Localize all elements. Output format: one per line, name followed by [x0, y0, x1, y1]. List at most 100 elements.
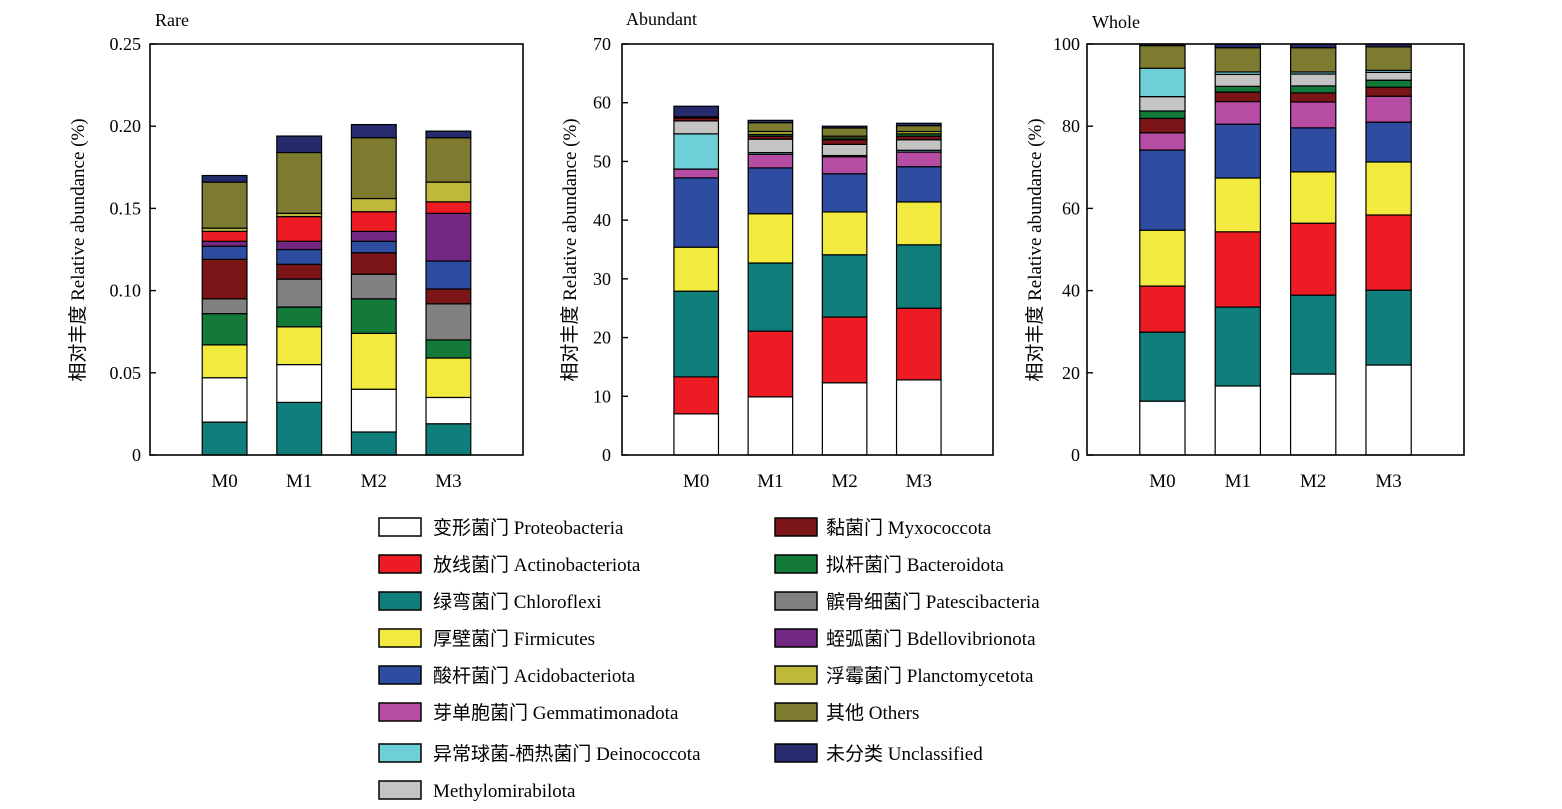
whole-m2-chloroflexi-segment [1289, 294, 1337, 375]
whole-y-axis-label: 相对丰度 Relative abundance (%) [1024, 118, 1046, 381]
whole-m0-chloroflexi-segment [1139, 331, 1186, 402]
abundant-bar-m2 [821, 125, 868, 456]
abundant-m1-others-segment [747, 122, 794, 133]
whole-m1-methylomirabilota-segment [1214, 73, 1262, 87]
legend-label-acidobacteriota: 酸杆菌门 Acidobacteriota [433, 665, 636, 687]
abundant-category-label: M3 [906, 471, 932, 492]
abundant-m3-proteobacteria-segment [895, 379, 942, 456]
abundant-m0-unclassified-segment [673, 105, 720, 118]
abundant-m2-unclassified-segment [821, 125, 868, 129]
legend-swatch-acidobacteriota [378, 665, 422, 685]
abundant-m2-methylomirabilota-segment [821, 143, 868, 157]
legend-item-planctomycetota: 浮霉菌门 Planctomycetota [774, 665, 1034, 687]
abundant-m3-chloroflexi-segment [895, 244, 942, 309]
legend-swatch-others [774, 702, 818, 722]
legend-item-deinococcota: 异常球菌-栖热菌门 Deinococcota [378, 743, 701, 765]
abundant-m0-methylomirabilota-segment [673, 120, 720, 135]
abundant-m1-proteobacteria-segment [747, 396, 794, 456]
whole-m1-others-segment [1214, 47, 1262, 73]
rare-m1-unclassified-segment [276, 135, 323, 154]
abundant-m3-others-segment [895, 125, 942, 133]
abundant-m0-acidobacteriota-segment [673, 177, 720, 248]
rare-m2-bdellovibrionota-segment [350, 230, 397, 242]
abundant-y-tick-label: 60 [593, 93, 611, 113]
whole-y-tick-label: 60 [1062, 198, 1080, 218]
whole-m0-bacteroidota-segment [1139, 110, 1186, 119]
legend-item-others: 其他 Others [774, 702, 919, 724]
legend-label-planctomycetota: 浮霉菌门 Planctomycetota [826, 665, 1034, 687]
whole-bar-m0 [1139, 43, 1186, 456]
whole-category-label: M3 [1375, 471, 1401, 492]
abundant-m1-gemmatimonadota-segment [747, 153, 794, 169]
rare-m3-bacteroidota-segment [425, 339, 472, 359]
rare-m1-actinobacteriota-segment [276, 216, 323, 242]
rare-m2-chloroflexi-segment [350, 431, 397, 456]
abundant-m2-acidobacteriota-segment [821, 173, 868, 213]
whole-m1-acidobacteriota-segment [1214, 123, 1262, 179]
rare-y-axis-label: 相对丰度 Relative abundance (%) [67, 118, 89, 381]
rare-m1-bdellovibrionota-segment [276, 240, 323, 251]
abundant-m2-gemmatimonadota-segment [821, 156, 868, 175]
rare-m2-bacteroidota-segment [350, 298, 397, 334]
abundant-m2-proteobacteria-segment [821, 382, 868, 456]
legend-swatch-methylomirabilota [378, 780, 422, 800]
whole-m0-deinococcota-segment [1139, 67, 1186, 98]
whole-m3-chloroflexi-segment [1365, 289, 1412, 366]
rare-plot-frame [149, 43, 524, 456]
abundant-m1-acidobacteriota-segment [747, 167, 794, 215]
legend-item-bdellovibrionota: 蛭弧菌门 Bdellovibrionota [774, 628, 1036, 650]
whole-m1-actinobacteriota-segment [1214, 231, 1262, 308]
rare-category-label: M1 [286, 471, 312, 492]
rare-m2-firmicutes-segment [350, 332, 397, 390]
whole-m0-gemmatimonadota-segment [1139, 132, 1186, 151]
rare-m3-actinobacteriota-segment [425, 201, 472, 214]
whole-m2-gemmatimonadota-segment [1289, 101, 1337, 129]
abundant-m1-unclassified-segment [747, 119, 794, 124]
whole-m3-gemmatimonadota-segment [1365, 95, 1412, 123]
rare-m0-chloroflexi-segment [201, 421, 248, 456]
whole-category-label: M1 [1225, 471, 1251, 492]
legend-item-bacteroidota: 拟杆菌门 Bacteroidota [774, 554, 1004, 576]
abundant-category-label: M0 [683, 471, 709, 492]
legend-label-gemmatimonadota: 芽单胞菌门 Gemmatimonadota [433, 702, 679, 724]
legend-label-proteobacteria: 变形菌门 Proteobacteria [433, 517, 624, 539]
rare-y-tick-label: 0.15 [110, 198, 142, 218]
abundant-m2-myxococcota-segment [821, 139, 868, 146]
abundant-y-tick-label: 30 [593, 269, 611, 289]
abundant-m0-gemmatimonadota-segment [673, 168, 720, 179]
rare-m0-myxococcota-segment [201, 258, 248, 300]
whole-category-label: M0 [1149, 471, 1175, 492]
whole-m2-others-segment [1289, 47, 1337, 73]
rare-category-label: M2 [361, 471, 387, 492]
rare-m1-others-segment [276, 151, 323, 214]
legend-swatch-patescibacteria [774, 591, 818, 611]
abundant-m0-firmicutes-segment [673, 246, 720, 292]
whole-m1-myxococcota-segment [1214, 91, 1262, 103]
legend-item-proteobacteria: 变形菌门 Proteobacteria [378, 517, 624, 539]
whole-m1-gemmatimonadota-segment [1214, 100, 1262, 125]
whole-m0-myxococcota-segment [1139, 117, 1186, 134]
whole-m3-myxococcota-segment [1365, 86, 1412, 97]
rare-m0-firmicutes-segment [201, 344, 248, 379]
rare-m1-patescibacteria-segment [276, 278, 323, 308]
abundant-y-tick-label: 20 [593, 328, 611, 348]
rare-bar-m1 [276, 135, 323, 456]
abundant-m2-chloroflexi-segment [821, 254, 868, 318]
abundant-panel: M0 M1 M2 M3 0 10 20 30 40 50 60 70 Abundant 相对丰度 Rela… [559, 9, 994, 492]
whole-y-tick-label: 20 [1062, 363, 1080, 383]
legend-label-unclassified: 未分类 Unclassified [826, 743, 983, 765]
legend-label-bdellovibrionota: 蛭弧菌门 Bdellovibrionota [826, 628, 1036, 650]
abundant-category-label: M1 [757, 471, 783, 492]
legend-label-deinococcota: 异常球菌-栖热菌门 Deinococcota [433, 743, 701, 765]
abundant-y-axis-label: 相对丰度 Relative abundance (%) [559, 118, 581, 381]
whole-bar-m1 [1214, 43, 1262, 456]
abundant-category-label: M2 [831, 471, 857, 492]
rare-y-tick-label: 0.05 [110, 363, 142, 383]
legend-swatch-proteobacteria [378, 517, 422, 537]
abundant-m1-firmicutes-segment [747, 213, 794, 264]
legend-swatch-firmicutes [378, 628, 422, 648]
abundant-m0-actinobacteriota-segment [673, 376, 720, 415]
rare-m3-patescibacteria-segment [425, 303, 472, 341]
whole-m0-methylomirabilota-segment [1139, 96, 1186, 112]
